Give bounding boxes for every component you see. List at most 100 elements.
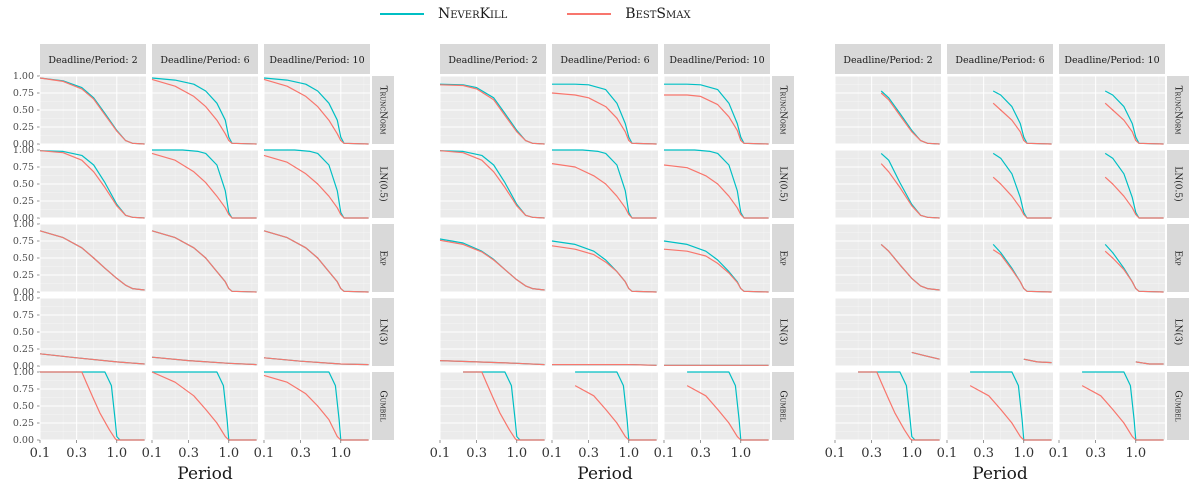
facet-right-ln-0-5-col3: [1058, 149, 1165, 219]
facet-right-truncnorm-col1: [834, 75, 941, 145]
facet-row-strip: [772, 150, 794, 218]
y-tick-label: 0.25: [13, 122, 34, 133]
x-tick-label: 0.3: [973, 446, 994, 461]
y-tick-label: 0.50: [13, 105, 34, 116]
facet-row-strip: [772, 298, 794, 366]
legend-label-neverkill: NeverKill: [438, 6, 508, 22]
facet-left-ln-3-col3: [263, 297, 370, 367]
facet-left-exp-col3: [263, 223, 370, 293]
y-tick-label: 0.00: [13, 287, 34, 298]
series-line-neverkill: [151, 77, 257, 145]
series-line-bestsmax: [263, 374, 369, 441]
x-tick-label: 0.1: [542, 446, 563, 461]
facet-middle-truncnorm-col3: [663, 75, 770, 145]
facet-column-label: Deadline/Period: 10: [669, 55, 764, 66]
series-line-bestsmax: [1104, 176, 1164, 219]
y-tick-label: 0.25: [13, 196, 34, 207]
x-tick-label: 1.0: [218, 446, 239, 461]
x-tick-label: 1.0: [618, 446, 639, 461]
y-tick-label: 0.00: [13, 213, 34, 224]
facet-right-truncnorm-col2: [946, 75, 1053, 145]
y-tick-label: 1.00: [13, 71, 34, 82]
facet-row-strip: [1167, 76, 1189, 144]
series-line-bestsmax: [992, 176, 1052, 219]
facet-row-strip: [372, 76, 394, 144]
x-tick-label: 0.1: [30, 446, 51, 461]
facet-row-label: LN(3): [1173, 319, 1184, 346]
facet-left-gumbel-col1: [39, 371, 146, 441]
facet-left-gumbel-col2: [151, 371, 258, 441]
y-tick-label: 0.25: [13, 270, 34, 281]
x-tick-label: 0.3: [690, 446, 711, 461]
panel-right: Deadline/Period: 2 Deadline/Period: 6 Dead…: [825, 44, 1189, 484]
facet-row-label: LN(3): [378, 319, 389, 346]
facet-right-ln-3-col2: [946, 297, 1053, 367]
facet-middle-ln-0-5-col1: [439, 149, 546, 219]
facet-right-truncnorm-col3: [1058, 75, 1165, 145]
series-line-bestsmax: [439, 360, 545, 366]
series-line-bestsmax: [263, 154, 369, 219]
series-line-bestsmax: [39, 77, 145, 145]
facet-left-truncnorm-col3: [263, 75, 370, 145]
facet-right-gumbel-col2: [946, 371, 1053, 441]
facet-row-label: TruncNorm: [1173, 86, 1183, 135]
x-tick-label: 1.0: [506, 446, 527, 461]
series-line-bestsmax: [263, 357, 369, 366]
y-tick-label: 0.50: [13, 253, 34, 264]
series-line-bestsmax: [40, 371, 145, 441]
x-tick-label: 1.0: [106, 446, 127, 461]
x-tick-label: 0.3: [1085, 446, 1106, 461]
series-line-bestsmax: [551, 92, 657, 145]
series-line-bestsmax: [1135, 361, 1164, 365]
x-tick-label: 0.1: [654, 446, 675, 461]
facet-left-ln-3-col2: [151, 297, 258, 367]
facet-right-exp-col1: [834, 223, 941, 293]
series-line-bestsmax: [992, 102, 1052, 145]
facet-right-ln-3-col1: [834, 297, 941, 367]
x-axis-title: Period: [177, 464, 233, 484]
series-line-bestsmax: [911, 351, 940, 360]
series-line-bestsmax: [39, 150, 145, 219]
series-line-bestsmax: [1023, 358, 1052, 364]
facet-row-label: Exp: [378, 251, 388, 266]
facet-right-ln-0-5-col2: [946, 149, 1053, 219]
facet-column-label: Deadline/Period: 6: [560, 55, 649, 66]
facet-middle-ln-3-col3: [663, 297, 770, 367]
series-line-bestsmax: [551, 163, 657, 219]
legend-swatch-bestsmax: [567, 13, 612, 15]
facet-left-ln-0-5-col3: [263, 149, 370, 219]
facet-middle-gumbel-col2: [551, 371, 658, 441]
x-tick-label: 0.3: [861, 446, 882, 461]
facet-right-ln-0-5-col1: [834, 149, 941, 219]
facet-column-label: Deadline/Period: 2: [843, 55, 932, 66]
x-tick-label: 1.0: [330, 446, 351, 461]
series-line-bestsmax: [439, 239, 545, 291]
x-tick-label: 0.1: [825, 446, 846, 461]
facet-row-label: Exp: [778, 251, 788, 266]
facet-middle-ln-3-col1: [439, 297, 546, 367]
series-line-bestsmax: [151, 230, 257, 293]
facet-right-exp-col3: [1058, 223, 1165, 293]
series-line-bestsmax: [664, 94, 769, 145]
y-tick-label: 1.00: [13, 367, 34, 378]
facet-middle-truncnorm-col1: [439, 75, 546, 145]
y-tick-label: 1.00: [13, 145, 34, 156]
legend-label-bestsmax: BestSmax: [625, 6, 691, 22]
y-tick-label: 0.00: [13, 435, 34, 446]
legend-item-neverkill: NeverKill: [380, 6, 507, 22]
y-tick-label: 0.50: [13, 179, 34, 190]
facet-header-bg: [1059, 44, 1165, 74]
series-line-bestsmax: [1104, 102, 1164, 145]
facet-row-label: Gumbel: [778, 390, 788, 421]
series-line-bestsmax: [463, 371, 545, 441]
facet-header-bg: [835, 44, 941, 74]
series-line-bestsmax: [663, 248, 769, 293]
x-tick-label: 1.0: [730, 446, 751, 461]
facet-row-strip: [1167, 372, 1189, 440]
facet-column-label: Deadline/Period: 6: [955, 55, 1044, 66]
facet-row-label: TruncNorm: [378, 86, 388, 135]
facet-row-strip: [1167, 150, 1189, 218]
series-line-bestsmax: [663, 164, 769, 219]
series-line-bestsmax: [551, 245, 657, 293]
